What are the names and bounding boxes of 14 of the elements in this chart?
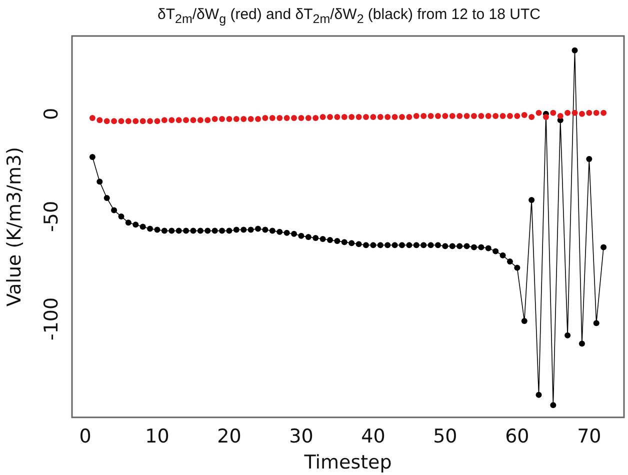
y-axis-title: Value (K/m3/m3) [3, 146, 26, 306]
x-tick-label: 0 [79, 426, 92, 448]
x-tick-label: 20 [217, 426, 242, 448]
x-tick-label: 50 [433, 426, 458, 448]
x-tick-label: 60 [505, 426, 530, 448]
x-tick-label: 10 [145, 426, 170, 448]
chart-title: δT$_{2m}$/δW$_{g}$ (red) and δT$_{2m}$/δW$_{2}$ (black) from 12 to 18 UTC [158, 6, 540, 26]
y-tick-label: -50 [40, 200, 62, 232]
x-tick-label: 40 [361, 426, 386, 448]
x-tick-label: 70 [577, 426, 602, 448]
x-tick-label: 30 [289, 426, 314, 448]
y-tick-label: -100 [40, 297, 62, 341]
y-tick-label: 0 [40, 108, 62, 120]
x-axis-title: Timestep [303, 452, 392, 474]
